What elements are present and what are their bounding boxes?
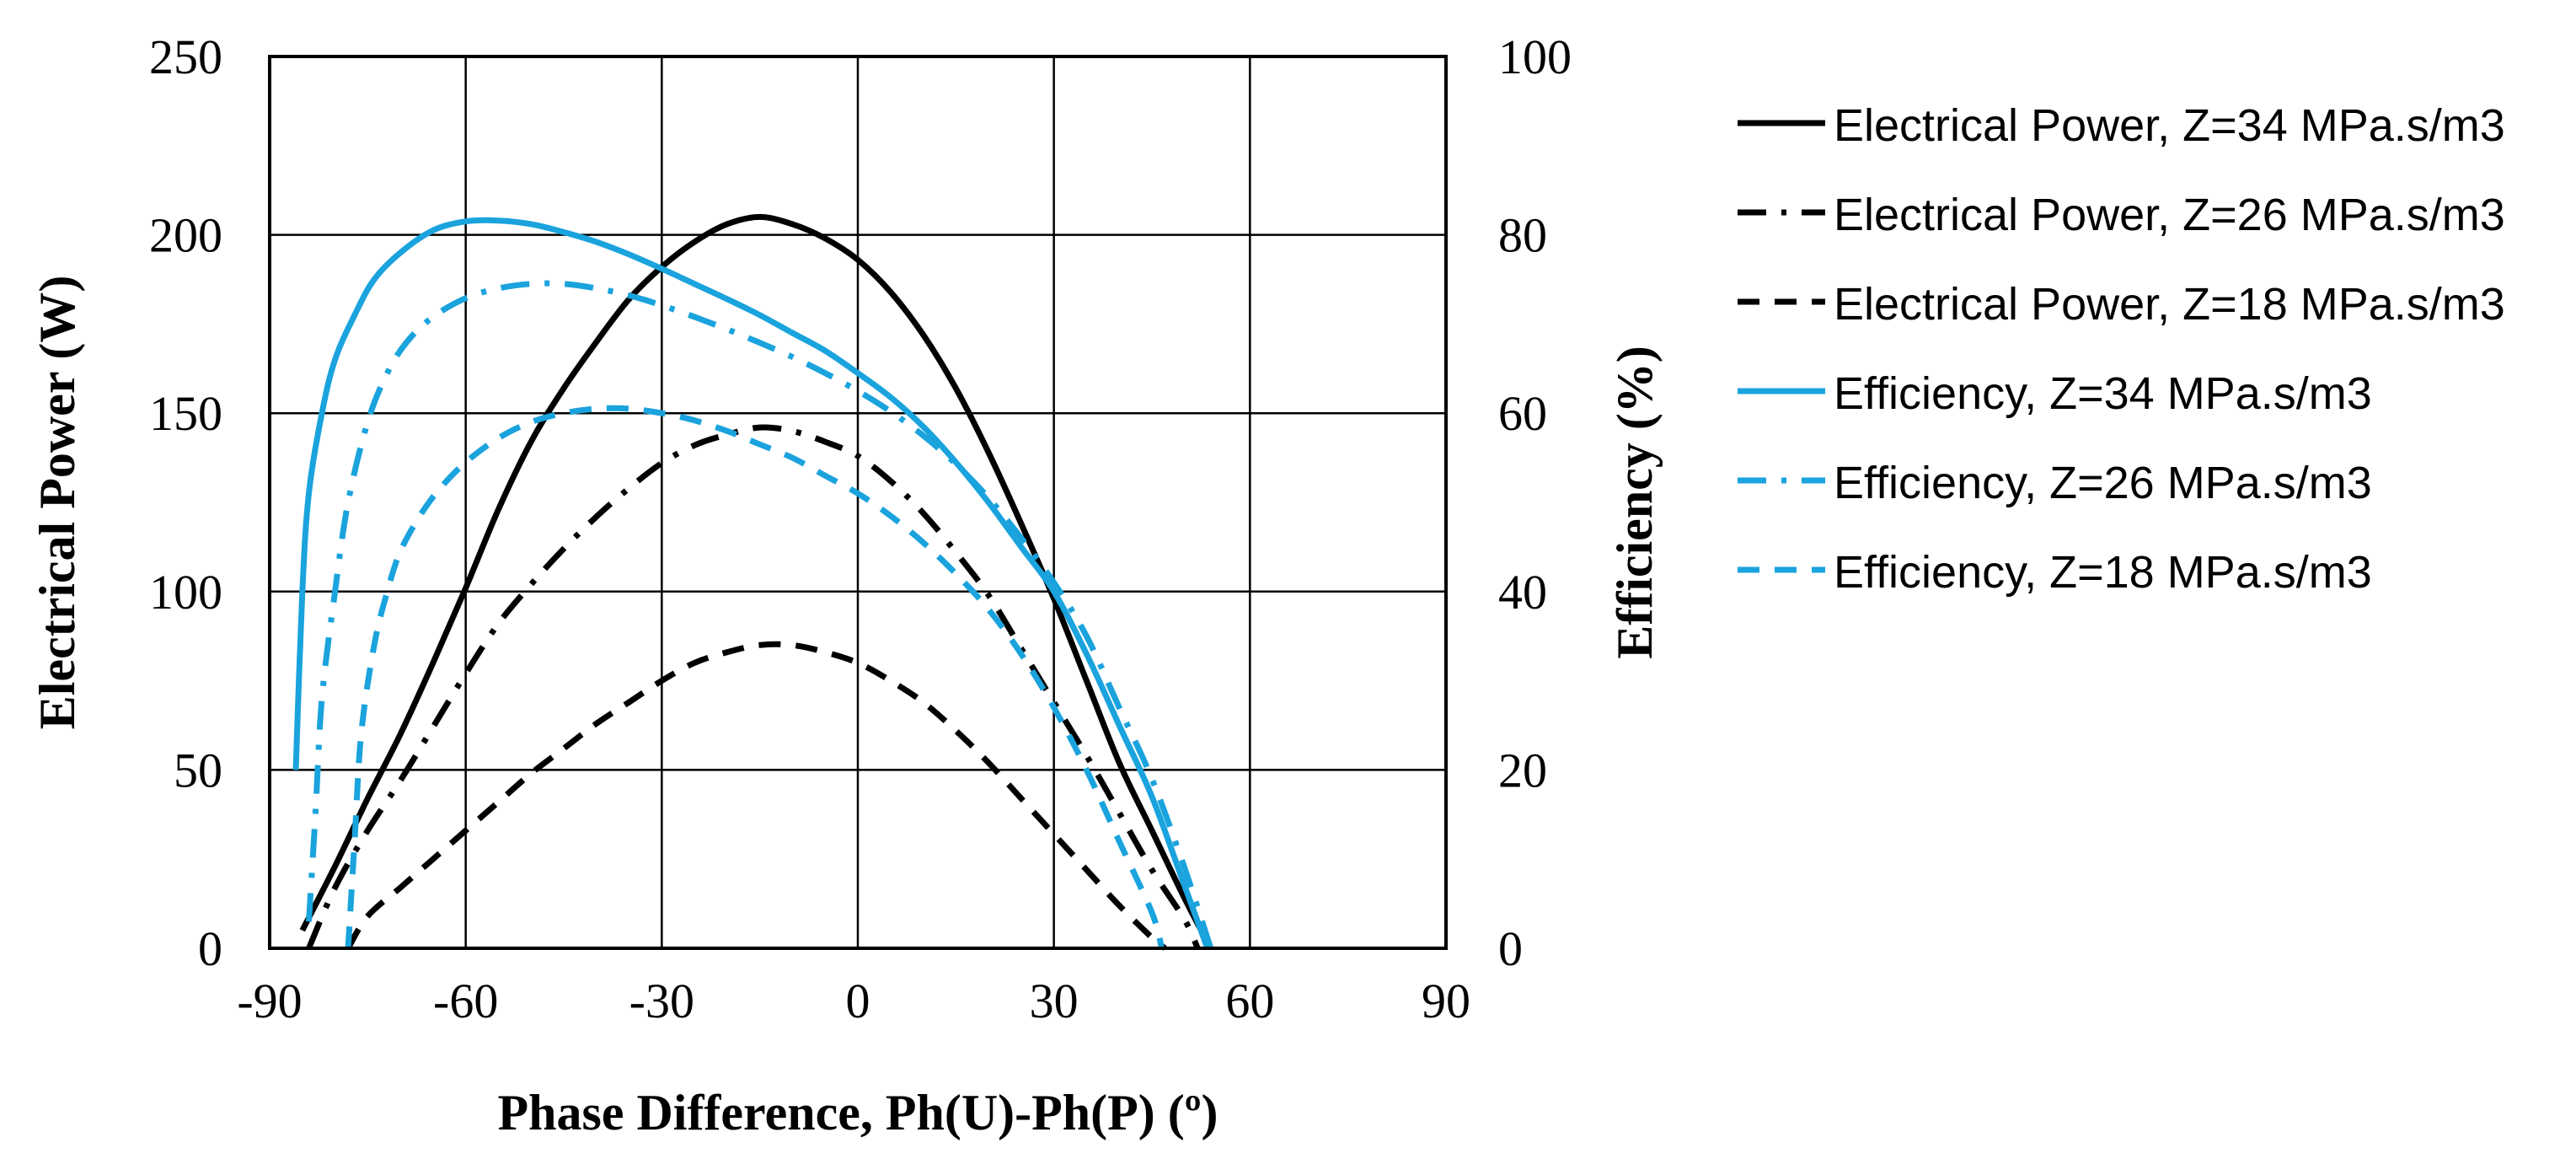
y2-tick-label: 60 — [1498, 386, 1547, 441]
legend-label: Efficiency, Z=26 MPa.s/m3 — [1834, 458, 2372, 508]
y2-axis-title: Efficiency (%) — [1607, 346, 1663, 659]
x-tick-label: -90 — [237, 974, 302, 1028]
series-line-5 — [306, 280, 1214, 950]
series-line-3 — [345, 641, 1167, 951]
series-lines — [292, 213, 1214, 951]
y2-tick-label: 80 — [1498, 208, 1547, 263]
y-axis-title: Electrical Power (W) — [29, 276, 85, 730]
legend-label: Electrical Power, Z=34 MPa.s/m3 — [1834, 100, 2505, 151]
x-tick-label: 30 — [1030, 974, 1079, 1028]
series-line-4 — [292, 217, 1211, 950]
legend-label: Efficiency, Z=34 MPa.s/m3 — [1834, 368, 2372, 419]
tick-labels: -90 -60 -30 0 30 60 90 0 50 100 150 200 250 0 20 40 60 80… — [149, 30, 1572, 1028]
series-line-2 — [306, 424, 1201, 950]
plot-area-frame — [268, 55, 1448, 950]
y-tick-label: 50 — [174, 743, 222, 797]
legend: Electrical Power, Z=34 MPa.s/m3 Electrica… — [1738, 100, 2505, 598]
y-tick-label: 100 — [149, 565, 222, 620]
x-tick-label: -30 — [629, 974, 694, 1028]
legend-label: Efficiency, Z=18 MPa.s/m3 — [1834, 547, 2372, 598]
x-axis-title: Phase Difference, Ph(U)-Ph(P) (º) — [497, 1085, 1218, 1140]
y2-tick-label: 0 — [1498, 921, 1523, 976]
y-tick-label: 250 — [149, 30, 222, 84]
series-line-6 — [345, 405, 1165, 949]
legend-label: Electrical Power, Z=26 MPa.s/m3 — [1834, 190, 2505, 240]
y-tick-label: 0 — [198, 921, 222, 976]
y2-tick-label: 100 — [1498, 30, 1572, 84]
y-tick-label: 150 — [149, 386, 222, 441]
y-tick-label: 200 — [149, 208, 222, 263]
grid-lines — [268, 55, 1448, 950]
y2-tick-label: 20 — [1498, 743, 1547, 797]
x-tick-label: 60 — [1225, 974, 1274, 1028]
x-tick-label: 0 — [846, 974, 870, 1028]
x-tick-label: 90 — [1422, 974, 1470, 1028]
series-line-1 — [299, 213, 1213, 950]
x-tick-label: -60 — [433, 974, 498, 1028]
legend-label: Electrical Power, Z=18 MPa.s/m3 — [1834, 279, 2505, 330]
y2-tick-label: 40 — [1498, 565, 1547, 620]
